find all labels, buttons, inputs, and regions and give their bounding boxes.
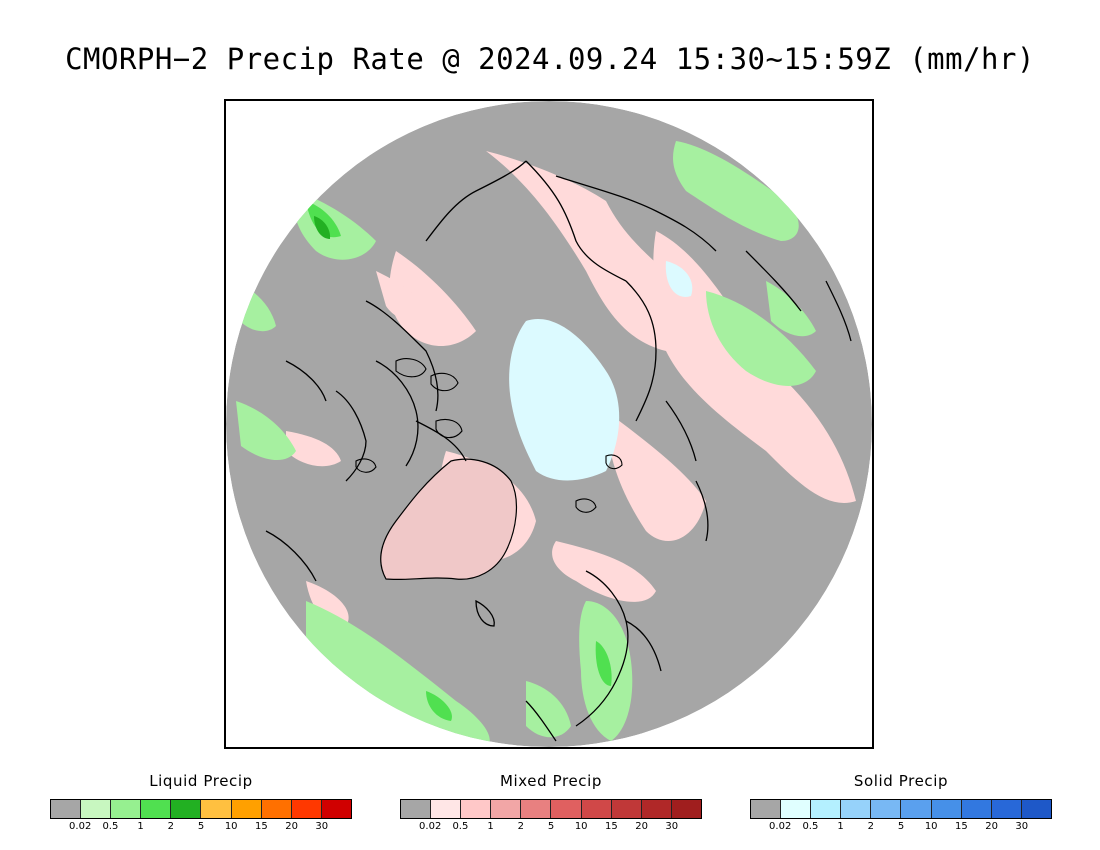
color-swatch [521, 800, 552, 818]
heavy-rain-areas [314, 216, 331, 239]
tick-label: 0.02 [769, 821, 792, 832]
color-swatch [901, 800, 932, 818]
color-swatch [811, 800, 842, 818]
color-swatch [671, 800, 701, 818]
color-swatch [581, 800, 612, 818]
color-swatch [841, 800, 872, 818]
solid-precip-legend: Solid Precip 0.02 0.5 1 2 5 10 15 20 30 [750, 772, 1052, 835]
tick-label: 5 [897, 821, 905, 832]
tick-label: 10 [924, 821, 938, 832]
tick-label: 0.02 [69, 821, 92, 832]
legend-title: Mixed Precip [499, 772, 603, 790]
color-swatch [1021, 800, 1051, 818]
tick-labels: 0.02 0.5 1 2 5 10 15 20 30 [400, 821, 702, 835]
tick-label: 2 [867, 821, 874, 832]
color-swatch [201, 800, 232, 818]
coastlines [265, 160, 852, 742]
mixed-precip-legend: Mixed Precip 0.02 0.5 1 2 5 10 15 20 30 [400, 772, 702, 835]
color-swatch [261, 800, 292, 818]
liquid-precip-legend: Liquid Precip 0.02 0.5 1 2 5 10 15 20 30 [50, 772, 352, 835]
tick-label: 10 [224, 821, 238, 832]
color-swatch [81, 800, 112, 818]
tick-label: 5 [547, 821, 555, 832]
tick-label: 30 [1015, 821, 1029, 832]
color-swatch [291, 800, 322, 818]
tick-labels: 0.02 0.5 1 2 5 10 15 20 30 [750, 821, 1052, 835]
mixed-precip-areas [286, 151, 856, 626]
arctic-islands [355, 358, 623, 513]
tick-label: 20 [985, 821, 998, 832]
polar-map [224, 99, 874, 749]
tick-label: 2 [517, 821, 524, 832]
color-bar [750, 799, 1052, 819]
tick-label: 0.5 [802, 821, 819, 832]
tick-label: 15 [255, 821, 268, 832]
polar-projection-canvas [226, 101, 872, 747]
color-swatch [321, 800, 351, 818]
color-bar [400, 799, 702, 819]
color-swatch [431, 800, 462, 818]
moderate-rain-areas [306, 201, 612, 721]
color-swatch [111, 800, 142, 818]
tick-label: 30 [665, 821, 679, 832]
color-swatch [641, 800, 672, 818]
color-swatch [611, 800, 642, 818]
color-swatch [141, 800, 172, 818]
tick-label: 1 [487, 821, 494, 832]
tick-label: 30 [315, 821, 329, 832]
color-swatch [171, 800, 202, 818]
color-swatch [751, 800, 782, 818]
color-swatch [931, 800, 962, 818]
color-swatch [551, 800, 582, 818]
tick-label: 10 [574, 821, 588, 832]
legend-title: Solid Precip [853, 772, 949, 790]
color-swatch [231, 800, 262, 818]
tick-label: 15 [955, 821, 968, 832]
color-swatch [991, 800, 1022, 818]
greenland-area [380, 458, 517, 581]
tick-label: 20 [635, 821, 648, 832]
tick-label: 2 [167, 821, 174, 832]
tick-label: 1 [137, 821, 144, 832]
color-swatch [401, 800, 432, 818]
tick-label: 20 [285, 821, 298, 832]
tick-label: 0.02 [419, 821, 442, 832]
tick-label: 0.5 [102, 821, 119, 832]
tick-labels: 0.02 0.5 1 2 5 10 15 20 30 [50, 821, 352, 835]
tick-label: 15 [605, 821, 618, 832]
color-swatch [51, 800, 82, 818]
color-swatch [461, 800, 492, 818]
color-swatch [781, 800, 812, 818]
tick-label: 1 [837, 821, 844, 832]
color-swatch [961, 800, 992, 818]
color-bar [50, 799, 352, 819]
color-swatch [871, 800, 902, 818]
legend-title: Liquid Precip [149, 772, 253, 790]
tick-label: 5 [197, 821, 205, 832]
tick-label: 0.5 [452, 821, 469, 832]
color-swatch [491, 800, 522, 818]
map-title: CMORPH−2 Precip Rate @ 2024.09.24 15:30~… [65, 42, 1035, 76]
